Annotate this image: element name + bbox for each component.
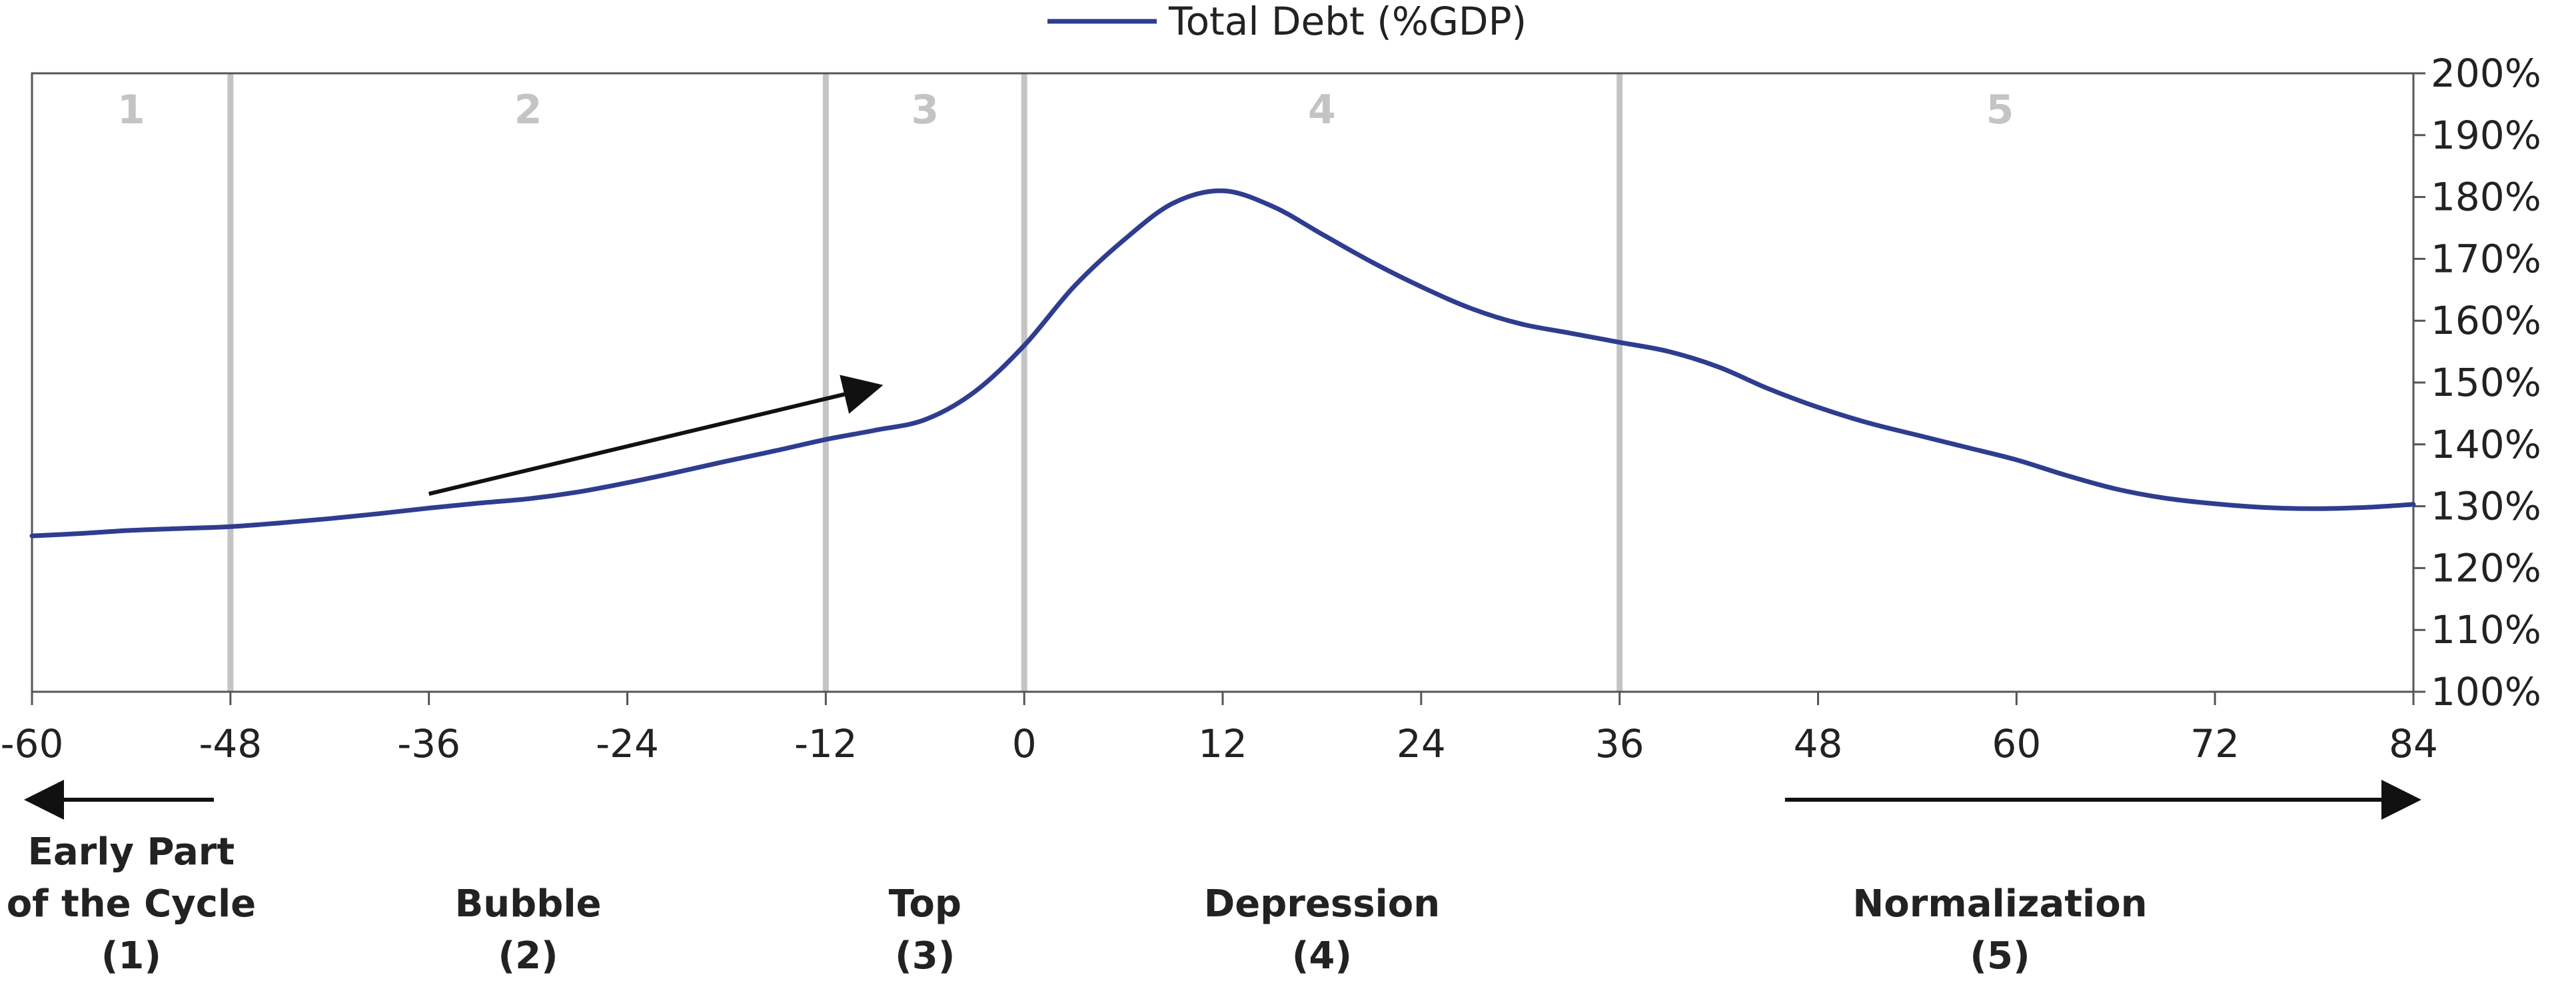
y-tick-label: 200%: [2431, 51, 2541, 96]
y-tick-label: 110%: [2431, 607, 2541, 652]
x-tick-label: 36: [1595, 721, 1644, 766]
phase-label-1-line-1: of the Cycle: [7, 882, 256, 926]
legend: Total Debt (%GDP): [1047, 0, 1527, 44]
phase-label-2-line-0: Bubble: [455, 882, 602, 926]
annotations: [23, 375, 2421, 820]
phase-label-5-line-0: Normalization: [1852, 882, 2147, 926]
phase-label-4-line-1: (4): [1292, 934, 1352, 978]
x-tick-label: 24: [1397, 721, 1446, 766]
phase-label-1-line-0: Early Part: [28, 830, 235, 874]
x-tick-label: -24: [596, 721, 659, 766]
phase-label-3-line-0: Top: [889, 882, 962, 926]
series-line-total-debt: [29, 188, 2416, 538]
trend-arrow-annotation: [428, 375, 884, 496]
x-tick-label: -12: [794, 721, 858, 766]
phase-numbers: 1 2 3 4 5: [117, 87, 2014, 133]
y-tick-label: 150%: [2431, 360, 2541, 405]
y-tick-label: 120%: [2431, 545, 2541, 590]
phase-number-3: 3: [911, 87, 939, 133]
x-tick-label: -48: [199, 721, 262, 766]
plot-frame: [31, 72, 2415, 693]
y-tick-label: 160%: [2431, 298, 2541, 343]
y-axis-ticks: 100% 110% 120% 130% 140% 150% 160% 170% 180% 190%…: [2413, 51, 2541, 714]
y-tick-label: 180%: [2431, 175, 2541, 220]
phase-label-3-line-1: (3): [895, 934, 955, 978]
x-tick-label: -36: [397, 721, 460, 766]
x-tick-label: 12: [1198, 721, 1247, 766]
phase-number-4: 4: [1308, 87, 1336, 133]
x-tick-label: -60: [1, 721, 64, 766]
x-tick-label: 0: [1012, 721, 1037, 766]
phase-number-1: 1: [117, 87, 145, 133]
x-tick-label: 60: [1992, 721, 2041, 766]
y-tick-label: 130%: [2431, 484, 2541, 529]
phase-dividers: [227, 73, 1623, 692]
phase-label-5-line-1: (5): [1970, 934, 2030, 978]
phase-number-5: 5: [1986, 87, 2014, 133]
axes: [31, 72, 2415, 693]
x-axis-ticks: -60 -48 -36 -24 -12 0 12 24 36 48 60 72 84: [1, 692, 2438, 766]
y-tick-label: 140%: [2431, 422, 2541, 467]
y-tick-label: 190%: [2431, 113, 2541, 158]
x-tick-label: 48: [1794, 721, 1843, 766]
phase-label-1-line-2: (1): [101, 934, 161, 978]
phase-label-4-line-0: Depression: [1204, 882, 1440, 926]
legend-label: Total Debt (%GDP): [1168, 0, 1527, 44]
phase-labels: Early Part of the Cycle (1) Bubble (2) Top (3)…: [7, 830, 2148, 978]
x-tick-label: 84: [2389, 721, 2438, 766]
phase-number-2: 2: [514, 87, 542, 133]
y-tick-label: 170%: [2431, 236, 2541, 281]
y-tick-label: 100%: [2431, 669, 2541, 714]
phase-label-2-line-1: (2): [498, 934, 558, 978]
x-tick-label: 72: [2190, 721, 2240, 766]
